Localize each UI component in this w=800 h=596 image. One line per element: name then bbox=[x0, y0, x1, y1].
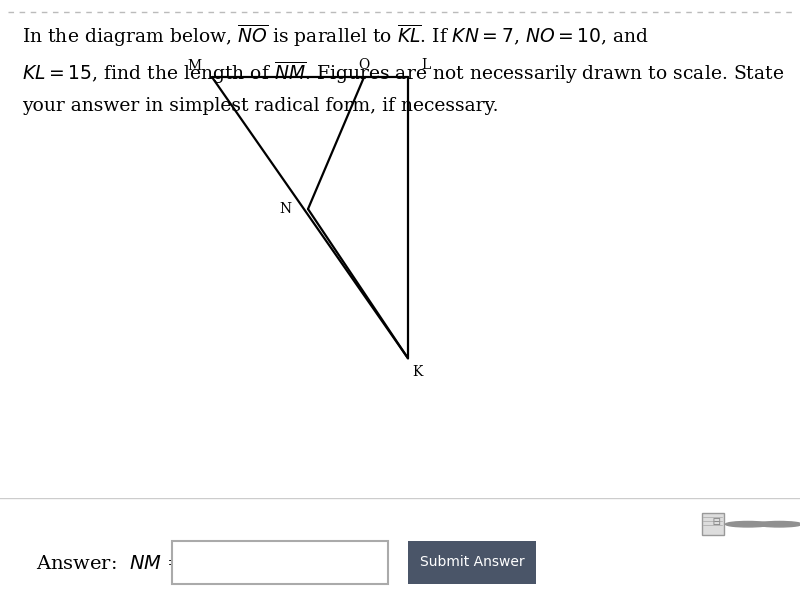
Text: +: + bbox=[740, 515, 756, 533]
Text: In the diagram below, $\overline{NO}$ is parallel to $\overline{KL}$. If $KN = 7: In the diagram below, $\overline{NO}$ is… bbox=[22, 23, 650, 49]
Text: ⊟: ⊟ bbox=[712, 516, 720, 529]
Text: M: M bbox=[187, 59, 202, 73]
FancyBboxPatch shape bbox=[408, 541, 536, 584]
Circle shape bbox=[726, 522, 770, 527]
Text: $KL = 15$, find the length of $\overline{NM}$. Figures are not necessarily drawn: $KL = 15$, find the length of $\overline… bbox=[22, 60, 785, 86]
Text: Answer:  $NM$ =: Answer: $NM$ = bbox=[36, 554, 183, 573]
FancyBboxPatch shape bbox=[702, 513, 724, 535]
Circle shape bbox=[757, 522, 800, 527]
FancyBboxPatch shape bbox=[172, 541, 388, 584]
Text: K: K bbox=[413, 365, 422, 379]
Text: L: L bbox=[421, 58, 430, 72]
Text: Submit Answer: Submit Answer bbox=[420, 555, 524, 569]
Text: N: N bbox=[279, 202, 292, 216]
Text: −: − bbox=[771, 515, 787, 533]
Text: O: O bbox=[358, 58, 370, 72]
Text: your answer in simplest radical form, if necessary.: your answer in simplest radical form, if… bbox=[22, 97, 499, 115]
